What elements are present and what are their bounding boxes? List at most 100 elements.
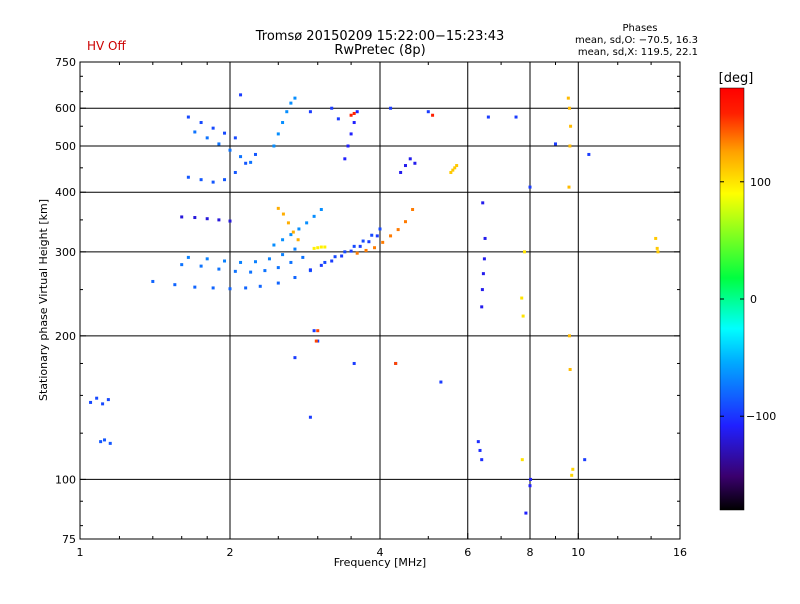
data-point xyxy=(480,305,484,309)
data-point xyxy=(375,234,379,238)
data-point xyxy=(389,106,393,110)
data-point xyxy=(103,438,107,442)
data-point xyxy=(289,233,293,237)
data-point xyxy=(330,259,334,263)
data-point xyxy=(524,511,528,515)
x-tick-label: 16 xyxy=(673,546,687,559)
data-point xyxy=(281,238,285,242)
x-tick-label: 10 xyxy=(571,546,585,559)
data-point xyxy=(228,287,232,291)
data-point xyxy=(349,132,353,136)
y-tick-label: 75 xyxy=(62,533,76,546)
data-point xyxy=(211,286,215,290)
data-point xyxy=(308,268,312,272)
data-point xyxy=(244,286,248,290)
data-point xyxy=(389,234,393,238)
data-point xyxy=(481,272,485,276)
data-point xyxy=(211,180,215,184)
data-point xyxy=(233,136,237,140)
data-point xyxy=(186,175,190,179)
colorbar-tick-label: 100 xyxy=(750,176,771,189)
data-point xyxy=(249,270,253,274)
data-point xyxy=(316,246,320,250)
data-point xyxy=(173,283,177,287)
data-point xyxy=(343,157,347,161)
data-point xyxy=(523,250,527,254)
data-point xyxy=(373,246,377,250)
data-point xyxy=(281,253,285,257)
data-point xyxy=(106,398,110,402)
colorbar-tick-label: −100 xyxy=(746,410,776,423)
data-point xyxy=(528,484,532,488)
data-point xyxy=(249,160,253,164)
data-point xyxy=(358,244,362,248)
data-point xyxy=(570,473,574,477)
y-tick-label: 600 xyxy=(55,102,76,115)
data-point xyxy=(330,106,334,110)
data-point xyxy=(521,314,525,318)
data-point xyxy=(352,111,356,115)
data-point xyxy=(305,221,309,225)
data-point xyxy=(308,110,312,114)
data-point xyxy=(352,244,356,248)
data-point xyxy=(569,124,573,128)
data-point xyxy=(253,260,257,264)
data-point xyxy=(267,257,271,261)
data-point xyxy=(333,255,337,259)
data-point xyxy=(293,96,297,100)
data-point xyxy=(367,240,371,244)
data-point xyxy=(413,161,417,165)
data-point xyxy=(263,269,267,273)
data-point xyxy=(520,296,524,300)
data-point xyxy=(199,264,203,268)
data-point xyxy=(276,266,280,270)
data-point xyxy=(193,285,197,289)
data-point xyxy=(340,254,344,258)
data-point xyxy=(233,269,237,273)
data-point xyxy=(567,106,571,110)
hv-status: HV Off xyxy=(87,39,126,53)
data-point xyxy=(553,142,557,146)
data-point xyxy=(394,361,398,365)
data-point xyxy=(108,441,112,445)
data-point xyxy=(426,110,430,114)
data-point xyxy=(319,207,323,211)
data-point xyxy=(355,110,359,114)
data-point xyxy=(656,250,660,254)
data-point xyxy=(180,215,184,219)
data-point xyxy=(480,458,484,462)
data-point xyxy=(297,227,301,231)
x-tick-label: 4 xyxy=(377,546,384,559)
data-point xyxy=(483,236,487,240)
data-point xyxy=(289,101,293,105)
data-point xyxy=(228,148,232,152)
data-point xyxy=(205,217,209,221)
data-point xyxy=(378,227,382,231)
data-point xyxy=(355,251,359,255)
data-point xyxy=(568,144,572,148)
data-point xyxy=(199,121,203,125)
data-point xyxy=(193,130,197,134)
data-point xyxy=(480,288,484,292)
data-point xyxy=(316,329,320,333)
data-point xyxy=(233,170,237,174)
data-point xyxy=(514,115,518,119)
data-point xyxy=(314,339,318,343)
data-point xyxy=(312,329,316,333)
data-point xyxy=(403,164,407,168)
data-point xyxy=(571,467,575,471)
data-point xyxy=(285,110,289,114)
data-point xyxy=(654,236,658,240)
data-point xyxy=(301,255,305,259)
data-point xyxy=(217,218,221,222)
colorbar-ticks: 100 0 −100 xyxy=(720,176,776,423)
data-point xyxy=(293,276,297,280)
data-point xyxy=(451,168,455,172)
data-point xyxy=(396,228,400,232)
data-point xyxy=(381,240,385,244)
data-point xyxy=(211,126,215,130)
x-tick-label: 2 xyxy=(227,546,234,559)
data-point xyxy=(352,121,356,125)
data-point xyxy=(349,113,353,117)
